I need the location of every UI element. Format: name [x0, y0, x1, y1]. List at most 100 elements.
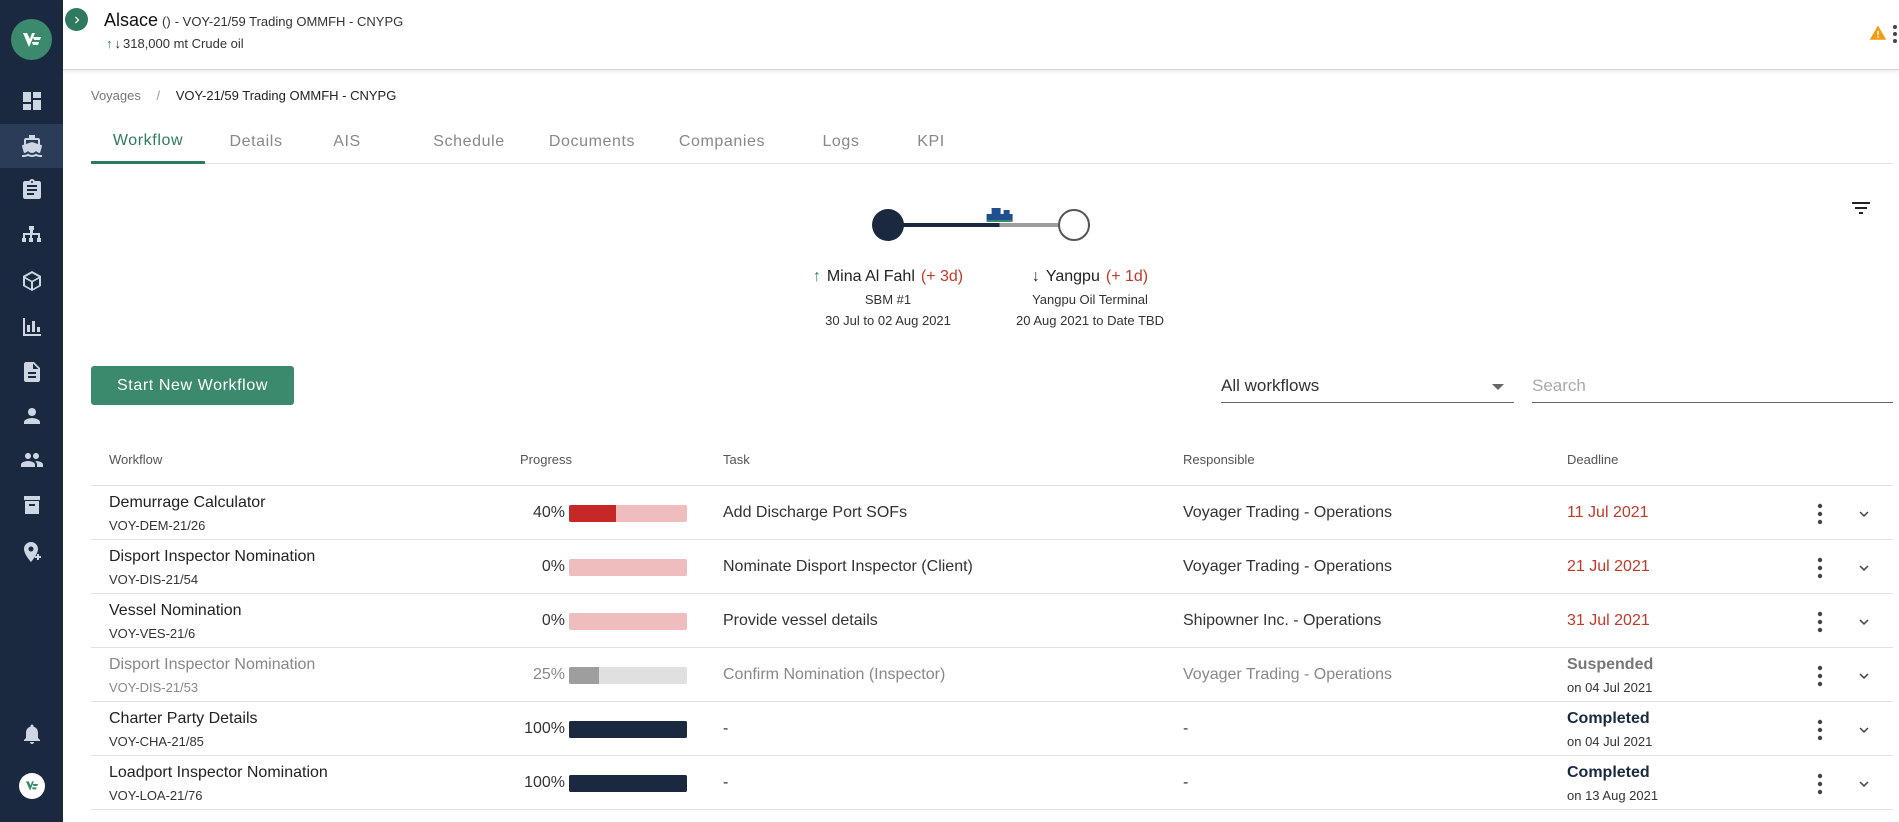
- progress-percent: 0%: [541, 558, 565, 575]
- task: Confirm Nomination (Inspector): [723, 666, 946, 683]
- route-track: [872, 208, 1090, 241]
- more-vertical-icon[interactable]: [1891, 24, 1899, 44]
- app-logo-icon[interactable]: [11, 19, 52, 60]
- sidebar-item-contacts[interactable]: [0, 438, 63, 482]
- sidebar: [0, 0, 63, 822]
- tab-ais[interactable]: AIS: [333, 133, 361, 150]
- workflow-filter-select[interactable]: All workflows: [1221, 370, 1514, 403]
- more-vertical-icon[interactable]: [1815, 719, 1825, 741]
- load-port: ↑ Mina Al Fahl (+ 3d) SBM #1 30 Jul to 0…: [802, 268, 974, 328]
- sidebar-item-locations[interactable]: [0, 530, 63, 574]
- vessel-title-line: Alsace () - VOY-21/59 Trading OMMFH - CN…: [104, 10, 403, 31]
- column-header-task[interactable]: Task: [723, 452, 750, 467]
- sidebar-item-products[interactable]: [0, 259, 63, 303]
- more-vertical-icon[interactable]: [1815, 773, 1825, 795]
- sidebar-item-voyages[interactable]: [0, 124, 63, 168]
- sidebar-item-tasks[interactable]: [0, 168, 63, 212]
- more-vertical-icon[interactable]: [1815, 611, 1825, 633]
- workflow-code: VOY-DIS-21/54: [109, 572, 199, 587]
- tab-schedule[interactable]: Schedule: [433, 133, 505, 150]
- workflow-name[interactable]: Vessel Nomination: [109, 602, 242, 619]
- caret-down-icon: [1492, 384, 1504, 390]
- chevron-down-icon[interactable]: [1855, 775, 1873, 793]
- progress-bar-fill: [569, 721, 687, 738]
- sidebar-item-reports[interactable]: [0, 305, 63, 349]
- tab-workflow[interactable]: Workflow: [91, 120, 205, 164]
- person-icon: [23, 408, 40, 424]
- task: -: [723, 774, 729, 791]
- sidebar-item-documents[interactable]: [0, 350, 63, 394]
- table-row[interactable]: Disport Inspector Nomination VOY-DIS-21/…: [91, 648, 1893, 702]
- responsible: -: [1183, 720, 1189, 737]
- clipboard-icon: [22, 179, 41, 199]
- add-location-icon: [23, 542, 41, 562]
- column-header-deadline[interactable]: Deadline: [1567, 452, 1619, 467]
- chevron-down-icon[interactable]: [1855, 721, 1873, 739]
- tab-documents[interactable]: Documents: [548, 133, 636, 150]
- arrow-up-icon: ↑: [812, 268, 821, 285]
- responsible: Voyager Trading - Operations: [1183, 504, 1393, 521]
- more-vertical-icon[interactable]: [1815, 665, 1825, 687]
- discharge-port-name[interactable]: Yangpu: [1045, 268, 1100, 285]
- workflow-name[interactable]: Charter Party Details: [109, 710, 258, 727]
- table-row[interactable]: Demurrage Calculator VOY-DEM-21/26 40% A…: [91, 486, 1893, 540]
- progress-percent: 100%: [524, 720, 565, 737]
- table-row[interactable]: Charter Party Details VOY-CHA-21/85 100%…: [91, 702, 1893, 756]
- workflow-name[interactable]: Demurrage Calculator: [109, 494, 266, 511]
- bar-chart-icon: [22, 318, 41, 336]
- tab-companies[interactable]: Companies: [678, 133, 766, 150]
- discharge-port-delay: (+ 1d): [1105, 268, 1149, 285]
- dashboard-icon: [22, 92, 41, 110]
- tab-details[interactable]: Details: [229, 133, 283, 150]
- chevron-down-icon[interactable]: [1855, 559, 1873, 577]
- sidebar-item-organization[interactable]: [0, 214, 63, 258]
- column-header-responsible[interactable]: Responsible: [1183, 452, 1255, 467]
- column-header-progress[interactable]: Progress: [520, 452, 573, 467]
- tab-kpi[interactable]: KPI: [917, 133, 945, 150]
- responsible: Shipowner Inc. - Operations: [1183, 612, 1382, 629]
- breadcrumb-voyages-link[interactable]: Voyages: [91, 88, 141, 103]
- table-row[interactable]: Loadport Inspector Nomination VOY-LOA-21…: [91, 756, 1893, 810]
- progress-bar: [569, 505, 687, 522]
- notifications-button[interactable]: [0, 712, 63, 756]
- table-row[interactable]: Vessel Nomination VOY-VES-21/6 0% Provid…: [91, 594, 1893, 648]
- more-vertical-icon[interactable]: [1815, 557, 1825, 579]
- search-input[interactable]: [1532, 370, 1893, 403]
- progress-percent: 0%: [541, 612, 565, 629]
- workflow-code: VOY-LOA-21/76: [109, 788, 203, 803]
- vessel-position-icon[interactable]: [986, 208, 1013, 222]
- load-port-marker[interactable]: [872, 209, 904, 241]
- chevron-down-icon[interactable]: [1855, 613, 1873, 631]
- discharge-port-marker[interactable]: [1058, 209, 1090, 241]
- column-header-workflow[interactable]: Workflow: [109, 452, 163, 467]
- status-date: on 04 Jul 2021: [1567, 734, 1653, 749]
- more-vertical-icon[interactable]: [1815, 503, 1825, 525]
- tab-logs[interactable]: Logs: [822, 133, 860, 150]
- collapse-sidebar-button[interactable]: [65, 8, 88, 31]
- load-port-dates: 30 Jul to 02 Aug 2021: [825, 313, 951, 328]
- cube-icon: [22, 271, 41, 291]
- discharge-port-dates: 20 Aug 2021 to Date TBD: [1016, 313, 1164, 328]
- ship-icon: [21, 135, 42, 157]
- workflow-name[interactable]: Loadport Inspector Nomination: [109, 764, 328, 781]
- load-port-name[interactable]: Mina Al Fahl: [826, 268, 915, 285]
- workflow-name[interactable]: Disport Inspector Nomination: [109, 656, 316, 673]
- sidebar-item-archive[interactable]: [0, 483, 63, 527]
- filter-icon[interactable]: [1849, 196, 1873, 220]
- vessel-name[interactable]: Alsace: [104, 10, 159, 30]
- table-row[interactable]: Disport Inspector Nomination VOY-DIS-21/…: [91, 540, 1893, 594]
- chevron-down-icon[interactable]: [1855, 505, 1873, 523]
- vessel-parens: (): [162, 14, 171, 29]
- arrow-down-icon: ↓: [1031, 268, 1040, 285]
- start-new-workflow-button[interactable]: Start New Workflow: [91, 366, 294, 405]
- warning-icon[interactable]: [1869, 24, 1887, 42]
- responsible: Voyager Trading - Operations: [1183, 558, 1393, 575]
- chevron-down-icon[interactable]: [1855, 667, 1873, 685]
- sidebar-item-dashboard[interactable]: [0, 79, 63, 123]
- workflow-name[interactable]: Disport Inspector Nomination: [109, 548, 316, 565]
- sidebar-item-profile[interactable]: [0, 394, 63, 438]
- breadcrumb-separator: /: [156, 88, 161, 103]
- breadcrumb: Voyages / VOY-21/59 Trading OMMFH - CNYP…: [91, 88, 396, 103]
- status-badge: Suspended: [1567, 656, 1654, 673]
- app-logo-icon[interactable]: [19, 773, 45, 799]
